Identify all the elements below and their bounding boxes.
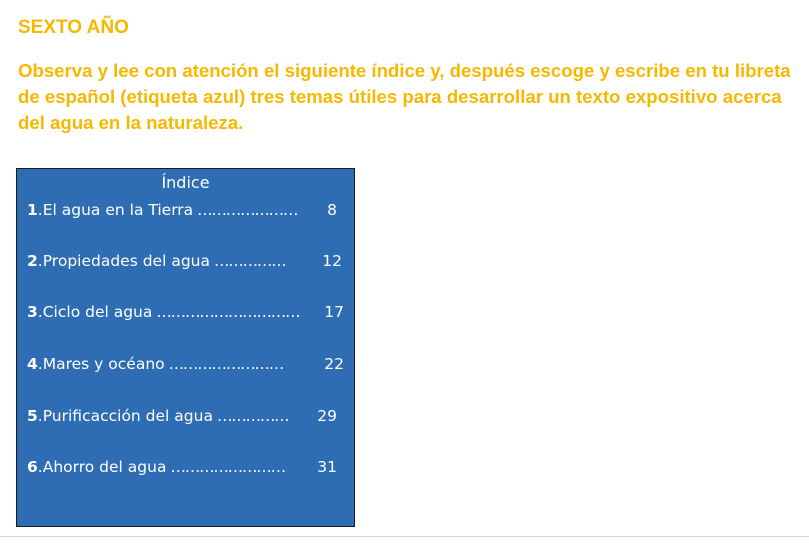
index-item-leader-dots: ……………………	[170, 458, 286, 476]
index-item-number-dot: .	[37, 355, 43, 373]
index-item-title: Ciclo del agua	[42, 303, 153, 321]
index-item: 6.Ahorro del agua…………………… 31	[27, 457, 347, 477]
index-item-page: 17	[324, 303, 344, 321]
index-item-number-dot: .	[37, 252, 43, 270]
index-item-page: 31	[317, 458, 337, 476]
index-item-number: 3	[27, 303, 38, 321]
index-item-page: 8	[327, 201, 337, 219]
index-item-title: Purificacción del agua	[42, 407, 213, 425]
index-item: 2.Propiedades del agua…………… 12	[27, 251, 347, 271]
index-item-number-dot: .	[37, 458, 43, 476]
index-item-number-dot: .	[37, 407, 43, 425]
index-item-number-dot: .	[37, 201, 43, 219]
index-title: Índice	[161, 173, 210, 192]
page-bottom-divider	[0, 536, 809, 537]
index-item-number: 4	[27, 355, 38, 373]
index-item: 4.Mares y océano…………………… 22	[27, 354, 347, 374]
index-item-title: Mares y océano	[42, 355, 165, 373]
index-item-number-dot: .	[37, 303, 43, 321]
index-item-leader-dots: …………………	[197, 201, 298, 219]
index-item-leader-dots: …………………………	[156, 303, 300, 321]
index-item-title: El agua en la Tierra	[42, 201, 194, 219]
index-item-leader-dots: ……………	[216, 407, 290, 425]
index-item-title: Propiedades del agua	[42, 252, 210, 270]
index-item-title: Ahorro del agua	[42, 458, 167, 476]
index-item: 5.Purificacción del agua…………… 29	[27, 406, 347, 426]
index-item-leader-dots: ……………	[214, 252, 287, 270]
page-heading: SEXTO AÑO	[18, 17, 129, 38]
index-item: 1.El agua en la Tierra………………… 8	[27, 200, 347, 220]
instructions-text: Observa y lee con atención el siguiente …	[18, 60, 791, 133]
index-item-page: 29	[317, 407, 337, 425]
index-item-number: 6	[27, 458, 38, 476]
index-item: 3.Ciclo del agua………………………… 17	[27, 302, 347, 322]
index-item-page: 12	[322, 252, 342, 270]
index-item-number: 5	[27, 407, 38, 425]
index-item-number: 1	[27, 201, 38, 219]
index-item-number: 2	[27, 252, 38, 270]
index-item-page: 22	[324, 355, 344, 373]
index-box: Índice 1.El agua en la Tierra………………… 8 2…	[16, 168, 355, 527]
index-item-leader-dots: ……………………	[168, 355, 285, 373]
